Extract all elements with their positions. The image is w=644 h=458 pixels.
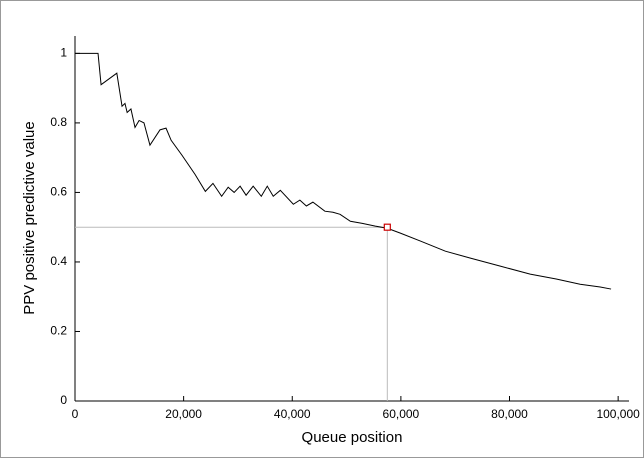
x-tick-label: 100,000 (596, 407, 640, 421)
y-tick-label: 0.4 (50, 254, 67, 268)
y-axis-label: PPV positive predictive value (21, 121, 38, 314)
y-tick-label: 0 (60, 393, 67, 407)
highlight-marker (383, 223, 391, 231)
x-tick-label: 80,000 (491, 407, 528, 421)
x-tick-label: 20,000 (165, 407, 202, 421)
y-tick-label: 0.6 (50, 185, 67, 199)
y-tick-label: 0.8 (50, 115, 67, 129)
y-tick-label: 1 (60, 46, 67, 60)
x-axis-label: Queue position (302, 429, 403, 446)
x-tick-label: 40,000 (274, 407, 311, 421)
x-tick-label: 60,000 (383, 407, 420, 421)
data-line (75, 52, 612, 290)
y-tick-label: 0.2 (50, 324, 67, 338)
x-tick-label: 0 (72, 407, 79, 421)
